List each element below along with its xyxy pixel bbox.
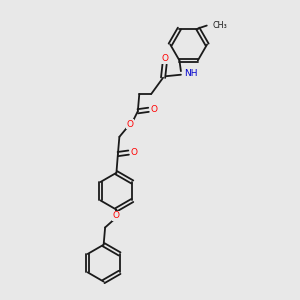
Text: O: O	[113, 211, 120, 220]
Text: O: O	[130, 148, 137, 157]
Text: CH₃: CH₃	[213, 21, 227, 30]
Text: O: O	[150, 105, 157, 114]
Text: NH: NH	[184, 69, 198, 78]
Text: O: O	[161, 55, 168, 64]
Text: O: O	[127, 120, 134, 129]
